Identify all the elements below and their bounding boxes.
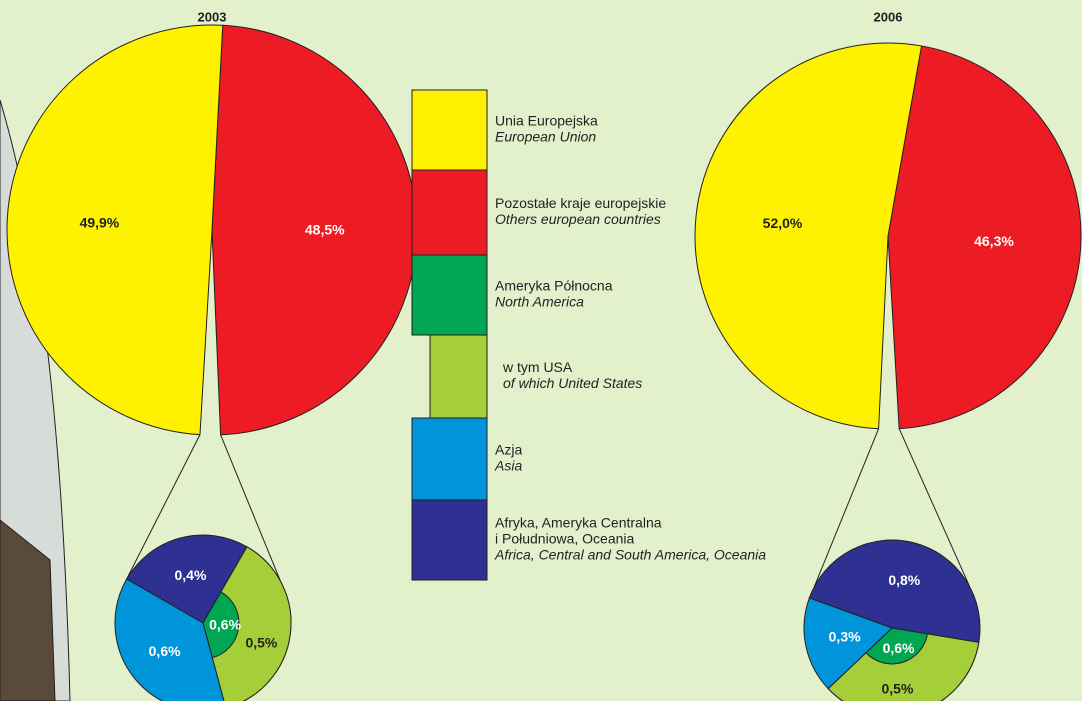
chart-title: 2003 [198, 9, 227, 24]
legend-label: Ameryka Północna [495, 278, 613, 294]
data-label: 0,8% [888, 572, 920, 588]
legend-label: Afryka, Ameryka Centralna [495, 515, 662, 531]
legend-label-en: Others european countries [495, 211, 661, 227]
data-label: 46,3% [974, 233, 1014, 249]
data-label: 0,6% [149, 643, 181, 659]
legend-label: w tym USA [502, 359, 573, 375]
chart: 200348,5%49,9%0,4%0,5%0,6%0,6%200646,3%5… [0, 0, 1082, 701]
legend-swatch [412, 500, 487, 580]
legend-label: i Południowa, Oceania [495, 531, 635, 547]
legend-swatch [412, 418, 487, 500]
data-label: 48,5% [305, 221, 345, 237]
legend-label-en: Asia [494, 458, 522, 474]
data-label: 0,4% [175, 567, 207, 583]
legend-swatch [412, 170, 487, 255]
data-label: 0,6% [209, 617, 241, 633]
legend-label: Azja [495, 442, 522, 458]
chart-title: 2006 [874, 9, 903, 24]
legend-swatch [430, 335, 487, 418]
legend-label-en: European Union [495, 129, 596, 145]
legend-label-en: of which United States [503, 375, 642, 391]
legend-swatch [412, 90, 487, 170]
data-label: 52,0% [763, 215, 803, 231]
data-label: 0,5% [245, 634, 277, 650]
legend-label-en: North America [495, 294, 584, 310]
legend-swatch [412, 255, 487, 335]
data-label: 49,9% [80, 214, 120, 230]
legend-label: Pozostałe kraje europejskie [495, 195, 666, 211]
data-label: 0,3% [829, 629, 861, 645]
data-label: 0,5% [882, 680, 914, 696]
legend-label-en: Africa, Central and South America, Ocean… [494, 547, 766, 563]
legend-label: Unia Europejska [495, 113, 598, 129]
data-label: 0,6% [883, 640, 915, 656]
